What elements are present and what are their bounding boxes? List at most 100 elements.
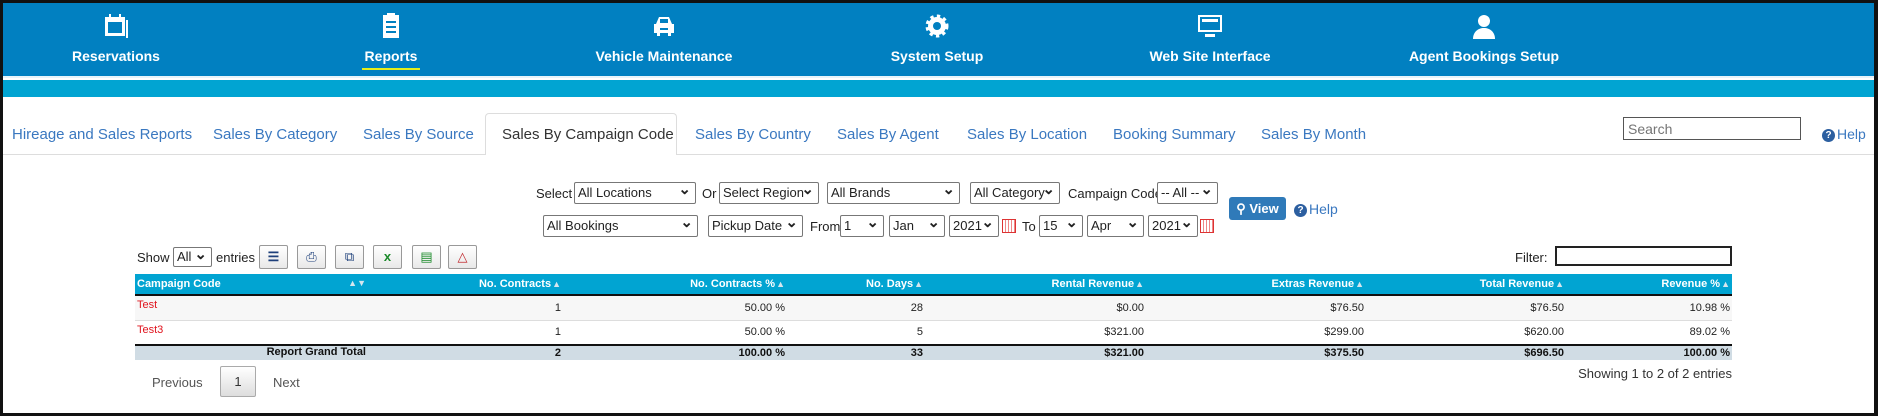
page-1-button[interactable]: 1 bbox=[220, 366, 256, 397]
from-month-select[interactable]: Jan bbox=[889, 215, 945, 237]
csv-icon: ▤ bbox=[420, 249, 433, 264]
tab-sales-by-agent[interactable]: Sales By Agent bbox=[837, 126, 939, 143]
cell: $76.50 bbox=[1366, 295, 1566, 321]
grand-total-row: Report Grand Total 2 100.00 % 33 $321.00 $375… bbox=[135, 345, 1732, 360]
column-visibility-button[interactable]: ☰ bbox=[259, 245, 288, 269]
cell: 5 bbox=[787, 320, 925, 346]
campaign-code-label: Campaign Code bbox=[1068, 186, 1162, 201]
col-rental-revenue[interactable]: Rental Revenue▲ bbox=[925, 274, 1146, 296]
to-calendar-icon[interactable] bbox=[1200, 219, 1214, 233]
to-day-select[interactable]: 15 bbox=[1039, 215, 1083, 237]
from-calendar-icon[interactable] bbox=[1002, 219, 1016, 233]
nav-web-site-interface[interactable]: Web Site Interface bbox=[1100, 12, 1320, 64]
nav-vehicle-maintenance[interactable]: Vehicle Maintenance bbox=[554, 12, 774, 64]
nav-reports[interactable]: Reports bbox=[281, 12, 501, 70]
filter-input[interactable] bbox=[1555, 246, 1732, 266]
agent-icon bbox=[1473, 15, 1495, 39]
cell: $0.00 bbox=[925, 295, 1146, 321]
tab-booking-summary[interactable]: Booking Summary bbox=[1113, 126, 1236, 143]
nav-reservations[interactable]: Reservations bbox=[6, 12, 226, 64]
campaign-code-link[interactable]: Test bbox=[135, 295, 368, 321]
table-row: Test 1 50.00 % 28 $0.00 $76.50 $76.50 10.98 % bbox=[135, 295, 1732, 321]
from-day-select[interactable]: 1 bbox=[840, 215, 884, 237]
filters-help-link[interactable]: ? Help bbox=[1294, 201, 1338, 217]
region-select[interactable]: Select Region bbox=[719, 182, 819, 204]
view-label: View bbox=[1249, 201, 1279, 216]
gear-icon bbox=[925, 14, 949, 38]
excel-icon: x bbox=[383, 249, 392, 264]
tab-sales-by-country[interactable]: Sales By Country bbox=[695, 126, 811, 143]
tab-sales-by-campaign-code[interactable]: Sales By Campaign Code bbox=[485, 113, 677, 155]
copy-button[interactable]: ⧉ bbox=[335, 245, 364, 269]
view-button[interactable]: ⚲ View bbox=[1229, 197, 1286, 220]
tab-sales-by-month[interactable]: Sales By Month bbox=[1261, 126, 1367, 143]
nav-label: Reservations bbox=[72, 48, 160, 64]
tab-sales-by-location[interactable]: Sales By Location bbox=[967, 126, 1088, 143]
col-extras-revenue[interactable]: Extras Revenue▲ bbox=[1146, 274, 1366, 296]
to-month-select[interactable]: Apr bbox=[1087, 215, 1144, 237]
sort-icon: ▲▼ bbox=[348, 278, 366, 288]
cell: 33 bbox=[787, 345, 925, 360]
from-year-select[interactable]: 2021 bbox=[949, 215, 999, 237]
nav-agent-bookings-setup[interactable]: Agent Bookings Setup bbox=[1374, 12, 1594, 64]
sort-icon: ▲ bbox=[1721, 279, 1730, 289]
pdf-button[interactable]: △ bbox=[448, 245, 477, 269]
help-icon: ? bbox=[1294, 204, 1307, 217]
cell: 1 bbox=[368, 320, 563, 346]
print-icon: ⎙ bbox=[306, 249, 317, 264]
col-campaign-code[interactable]: Campaign Code ▲▼ bbox=[135, 274, 368, 296]
tab-divider bbox=[0, 154, 1878, 155]
filter-label: Filter: bbox=[1515, 250, 1548, 265]
campaign-code-link[interactable]: Test3 bbox=[135, 320, 368, 346]
campaign-report-table: Campaign Code ▲▼ No. Contracts▲ No. Contr… bbox=[135, 274, 1732, 360]
brand-select[interactable]: All Brands bbox=[827, 182, 960, 204]
to-year-select[interactable]: 2021 bbox=[1148, 215, 1198, 237]
tab-sales-by-source[interactable]: Sales By Source bbox=[363, 126, 474, 143]
cell: $620.00 bbox=[1366, 320, 1566, 346]
csv-button[interactable]: ▤ bbox=[412, 245, 441, 269]
to-label: To bbox=[1022, 219, 1036, 234]
help-icon: ? bbox=[1822, 129, 1835, 142]
col-no-days[interactable]: No. Days▲ bbox=[787, 274, 925, 296]
campaign-code-select[interactable]: -- All -- bbox=[1157, 182, 1218, 204]
nav-label: Vehicle Maintenance bbox=[595, 48, 733, 64]
calendar-icon bbox=[105, 14, 128, 38]
cell: $321.00 bbox=[925, 345, 1146, 360]
help-link[interactable]: ? Help bbox=[1822, 126, 1866, 142]
next-button[interactable]: Next bbox=[273, 375, 300, 390]
cell: 50.00 % bbox=[563, 320, 787, 346]
pdf-icon: △ bbox=[457, 249, 468, 264]
cell: $375.50 bbox=[1146, 345, 1366, 360]
cell: $696.50 bbox=[1366, 345, 1566, 360]
total-label: Report Grand Total bbox=[135, 345, 368, 360]
nav-system-setup[interactable]: System Setup bbox=[827, 12, 1047, 64]
show-label: Show bbox=[137, 250, 170, 265]
table-row: Test3 1 50.00 % 5 $321.00 $299.00 $620.00 89.02… bbox=[135, 320, 1732, 346]
date-type-select[interactable]: Pickup Date bbox=[708, 215, 803, 237]
entries-info: Showing 1 to 2 of 2 entries bbox=[1578, 366, 1732, 381]
excel-button[interactable]: x bbox=[373, 245, 402, 269]
entries-select[interactable]: All bbox=[173, 247, 212, 267]
tab-hireage-and-sales-reports[interactable]: Hireage and Sales Reports bbox=[12, 126, 193, 143]
print-button[interactable]: ⎙ bbox=[297, 245, 326, 269]
cell: 89.02 % bbox=[1566, 320, 1732, 346]
category-select[interactable]: All Category bbox=[970, 182, 1060, 204]
cell: $299.00 bbox=[1146, 320, 1366, 346]
help-label: Help bbox=[1837, 126, 1866, 142]
active-underline bbox=[362, 68, 420, 70]
col-total-revenue[interactable]: Total Revenue▲ bbox=[1366, 274, 1566, 296]
tab-sales-by-category[interactable]: Sales By Category bbox=[213, 126, 338, 143]
col-no-contracts-pct[interactable]: No. Contracts %▲ bbox=[563, 274, 787, 296]
cell: $321.00 bbox=[925, 320, 1146, 346]
sort-icon: ▲ bbox=[1355, 279, 1364, 289]
table-header-row: Campaign Code ▲▼ No. Contracts▲ No. Contr… bbox=[135, 274, 1732, 296]
previous-button[interactable]: Previous bbox=[152, 375, 203, 390]
location-select[interactable]: All Locations bbox=[574, 182, 696, 204]
col-no-contracts[interactable]: No. Contracts▲ bbox=[368, 274, 563, 296]
nav-label: Agent Bookings Setup bbox=[1408, 48, 1560, 64]
col-revenue-pct[interactable]: Revenue %▲ bbox=[1566, 274, 1732, 296]
nav-label: System Setup bbox=[890, 48, 984, 64]
monitor-icon bbox=[1198, 15, 1222, 37]
search-input[interactable] bbox=[1623, 117, 1801, 140]
bookings-select[interactable]: All Bookings bbox=[543, 215, 698, 237]
